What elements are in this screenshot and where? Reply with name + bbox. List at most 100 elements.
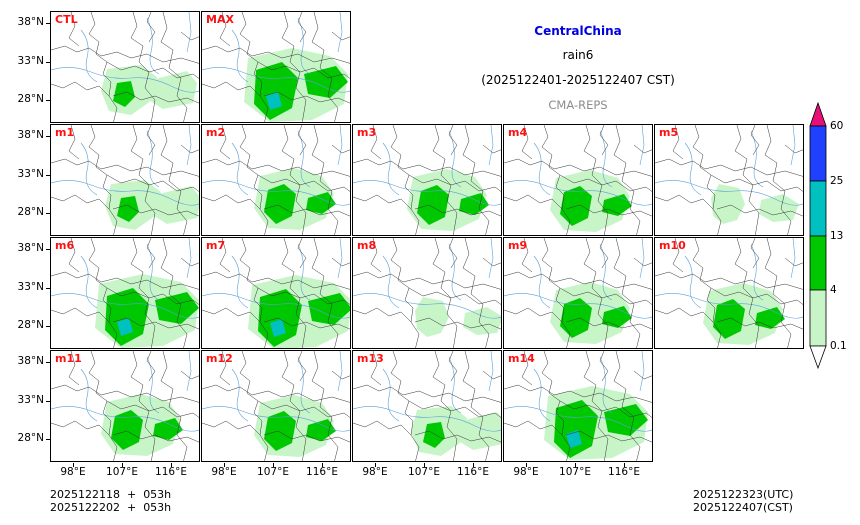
map-panel-m4: m4 <box>503 124 653 236</box>
precip-shading <box>711 184 799 224</box>
map-panel-m14: m14 <box>503 350 653 462</box>
latitude-tick-label: 33°N <box>17 55 44 67</box>
map-canvas <box>202 238 350 348</box>
latitude-tick <box>46 288 50 289</box>
map-panel-ctl: CTL <box>50 11 200 123</box>
init-time-cst: 2025122202 + 053h <box>50 501 172 514</box>
longitude-tick <box>322 463 323 467</box>
longitude-tick <box>526 463 527 467</box>
map-panel-m1: m1 <box>50 124 200 236</box>
member-label: m14 <box>508 352 535 365</box>
precip-shading <box>101 394 183 456</box>
colorbar-bin-4-13 <box>809 235 827 291</box>
map-canvas <box>353 351 501 461</box>
init-time-utc: 2025122118 + 053h <box>50 488 172 501</box>
precip-shading <box>550 170 632 232</box>
valid-time-cst: 2025122407(CST) <box>693 501 793 514</box>
latitude-tick <box>46 100 50 101</box>
latitude-tick <box>46 213 50 214</box>
valid-time-utc: 2025122323(UTC) <box>693 488 794 501</box>
colorbar-label-0.1: 0.1 <box>830 340 847 352</box>
rivers <box>655 125 803 206</box>
map-panel-m3: m3 <box>352 124 502 236</box>
map-canvas <box>51 238 199 348</box>
rivers <box>353 238 501 319</box>
rivers <box>202 12 350 93</box>
map-canvas <box>51 12 199 122</box>
member-label: m10 <box>659 239 686 252</box>
map-canvas <box>504 125 652 235</box>
province-boundaries <box>353 125 501 235</box>
latitude-tick-label: 28°N <box>17 319 44 331</box>
colorbar-bin-0.1-4 <box>809 289 827 347</box>
longitude-tick <box>424 463 425 467</box>
latitude-tick-label: 28°N <box>17 432 44 444</box>
longitude-tick-label: 98°E <box>211 466 237 478</box>
rivers <box>51 125 199 206</box>
rivers <box>202 238 350 319</box>
latitude-tick <box>46 23 50 24</box>
member-label: m8 <box>357 239 377 252</box>
map-canvas <box>655 238 803 348</box>
member-label: m4 <box>508 126 528 139</box>
map-canvas <box>353 238 501 348</box>
precip-shading <box>411 406 501 456</box>
precip-shading <box>550 282 632 344</box>
province-boundaries <box>504 351 652 461</box>
latitude-tick-label: 28°N <box>17 206 44 218</box>
map-canvas <box>202 12 350 122</box>
member-label: m12 <box>206 352 233 365</box>
province-boundaries <box>51 12 199 122</box>
latitude-tick-label: 33°N <box>17 168 44 180</box>
longitude-tick <box>575 463 576 467</box>
colorbar-label-13: 13 <box>830 230 844 242</box>
map-panel-m13: m13 <box>352 350 502 462</box>
rivers <box>504 351 652 432</box>
map-canvas <box>51 125 199 235</box>
latitude-tick <box>46 439 50 440</box>
member-label: m13 <box>357 352 384 365</box>
precip-shading <box>544 386 648 460</box>
province-boundaries <box>202 12 350 122</box>
map-canvas <box>51 351 199 461</box>
member-label: m6 <box>55 239 75 252</box>
member-label: m5 <box>659 126 679 139</box>
province-boundaries <box>655 125 803 235</box>
map-panel-m5: m5 <box>654 124 804 236</box>
province-boundaries <box>51 351 199 461</box>
longitude-tick-label: 116°E <box>457 466 489 478</box>
latitude-tick-label: 28°N <box>17 93 44 105</box>
variable-title: rain6 <box>562 48 594 62</box>
latitude-tick-label: 38°N <box>17 16 44 28</box>
rivers <box>202 351 350 432</box>
rivers <box>504 238 652 319</box>
longitude-tick-label: 98°E <box>362 466 388 478</box>
map-canvas <box>202 125 350 235</box>
province-boundaries <box>353 351 501 461</box>
map-canvas <box>504 351 652 461</box>
longitude-tick-label: 116°E <box>306 466 338 478</box>
map-canvas <box>202 351 350 461</box>
colorbar-label-25: 25 <box>830 175 844 187</box>
map-panel-m2: m2 <box>201 124 351 236</box>
member-label: MAX <box>206 13 234 26</box>
period-title: (2025122401-2025122407 CST) <box>481 73 675 87</box>
colorbar-min-arrow <box>809 345 827 370</box>
model-title: CMA-REPS <box>548 98 608 112</box>
map-panel-m9: m9 <box>503 237 653 349</box>
member-label: m2 <box>206 126 226 139</box>
longitude-tick <box>273 463 274 467</box>
map-panel-m12: m12 <box>201 350 351 462</box>
precip-shading <box>95 274 199 348</box>
latitude-tick-label: 33°N <box>17 281 44 293</box>
precip-shading <box>415 297 501 337</box>
colorbar-label-4: 4 <box>830 284 837 296</box>
latitude-tick-label: 33°N <box>17 394 44 406</box>
map-panel-max: MAX <box>201 11 351 123</box>
colorbar-max-arrow <box>809 101 827 127</box>
latitude-tick <box>46 249 50 250</box>
rivers <box>353 351 501 432</box>
province-boundaries <box>202 238 350 348</box>
map-panel-m8: m8 <box>352 237 502 349</box>
longitude-tick-label: 98°E <box>60 466 86 478</box>
